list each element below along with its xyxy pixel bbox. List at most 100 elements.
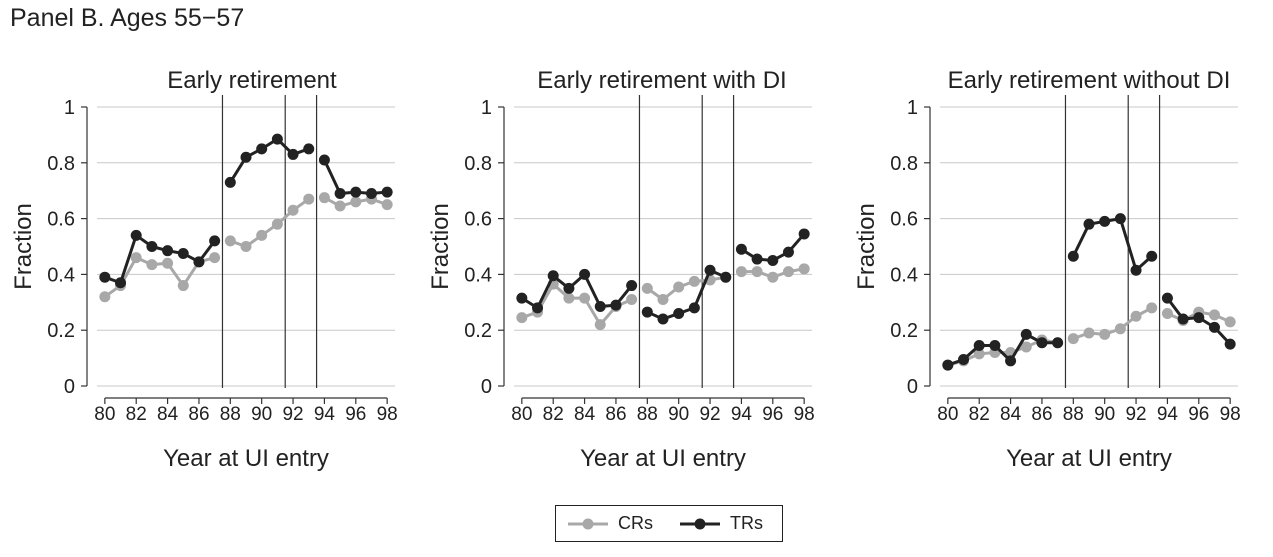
x-axis-label: Year at UI entry bbox=[1006, 445, 1172, 472]
x-tick-label: 82 bbox=[543, 404, 564, 425]
panel-title: Panel B. Ages 55−57 bbox=[10, 4, 245, 32]
crs-point bbox=[657, 294, 669, 306]
crs-point bbox=[1099, 328, 1111, 340]
trs-point bbox=[318, 154, 330, 166]
legend-crs-label: CRs bbox=[618, 513, 653, 533]
crs-point bbox=[516, 312, 528, 324]
trs-point bbox=[1020, 328, 1032, 340]
trs-point bbox=[1067, 250, 1079, 262]
x-tick-label: 84 bbox=[574, 404, 596, 425]
trs-point bbox=[626, 280, 638, 292]
crs-point bbox=[751, 266, 763, 278]
trs-point bbox=[256, 143, 268, 155]
y-tick-label: 1 bbox=[907, 97, 918, 119]
crs-point bbox=[1130, 310, 1142, 322]
trs-point bbox=[146, 241, 158, 252]
crs-point bbox=[782, 266, 794, 278]
crs-point bbox=[641, 282, 653, 294]
crs-point bbox=[146, 259, 158, 271]
y-tick-label: 1 bbox=[64, 97, 75, 119]
x-tick-label: 90 bbox=[668, 404, 689, 425]
legend-trs-marker bbox=[694, 518, 706, 530]
x-tick-label: 82 bbox=[126, 404, 147, 425]
x-tick-label: 94 bbox=[731, 404, 753, 425]
x-tick-label: 98 bbox=[377, 404, 398, 425]
y-tick-label: 1 bbox=[481, 97, 492, 119]
y-tick-label: 0.4 bbox=[890, 264, 918, 286]
crs-point bbox=[594, 319, 606, 331]
crs-point bbox=[209, 252, 221, 264]
crs-point bbox=[1083, 327, 1095, 339]
chart-title: Early retirement with DI bbox=[537, 67, 786, 94]
x-tick-label: 94 bbox=[314, 404, 336, 425]
trs-point bbox=[1114, 213, 1126, 225]
trs-point bbox=[1099, 215, 1111, 227]
x-tick-label: 96 bbox=[762, 404, 783, 425]
x-tick-label: 92 bbox=[282, 404, 303, 425]
trs-point bbox=[958, 353, 970, 365]
crs-point bbox=[1208, 309, 1220, 321]
y-tick-label: 0 bbox=[907, 376, 918, 398]
crs-point bbox=[563, 292, 575, 304]
crs-point bbox=[688, 275, 700, 287]
legend: CRs TRs bbox=[555, 505, 783, 542]
trs-point bbox=[99, 271, 111, 283]
legend-crs-marker bbox=[582, 518, 594, 530]
trs-point bbox=[657, 313, 669, 325]
x-axis-label: Year at UI entry bbox=[580, 445, 746, 472]
y-axis-label: Fraction bbox=[853, 203, 880, 290]
crs-point bbox=[162, 257, 174, 269]
crs-point bbox=[271, 218, 283, 230]
crs-point bbox=[224, 235, 236, 247]
x-tick-label: 80 bbox=[937, 404, 958, 425]
x-tick-label: 84 bbox=[157, 404, 179, 425]
crs-point bbox=[334, 200, 346, 212]
crs-point bbox=[130, 252, 142, 264]
trs-point bbox=[1161, 292, 1173, 304]
trs-point bbox=[1177, 313, 1189, 325]
trs-point bbox=[1193, 312, 1205, 324]
x-axis-label: Year at UI entry bbox=[163, 445, 329, 472]
crs-point bbox=[381, 199, 393, 211]
crs-point bbox=[626, 294, 638, 306]
trs-point bbox=[989, 340, 1001, 352]
crs-series-line bbox=[229, 197, 310, 248]
trs-point bbox=[704, 264, 716, 276]
trs-point bbox=[130, 229, 142, 241]
x-tick-label: 94 bbox=[1157, 404, 1179, 425]
trs-point bbox=[563, 282, 575, 294]
crs-point bbox=[1161, 307, 1173, 319]
y-tick-label: 0 bbox=[481, 376, 492, 398]
y-tick-label: 0.6 bbox=[47, 209, 75, 231]
x-tick-label: 80 bbox=[94, 404, 115, 425]
trs-point bbox=[162, 245, 174, 257]
chart-3 bbox=[924, 95, 1238, 404]
trs-point bbox=[193, 256, 205, 268]
trs-point bbox=[782, 246, 794, 258]
y-tick-label: 0.4 bbox=[464, 264, 492, 286]
trs-point bbox=[532, 302, 544, 314]
trs-point bbox=[547, 270, 559, 282]
trs-point bbox=[641, 306, 653, 318]
y-tick-label: 0.8 bbox=[464, 153, 492, 175]
trs-point bbox=[209, 235, 221, 247]
trs-point bbox=[735, 243, 747, 255]
crs-point bbox=[1224, 316, 1236, 328]
trs-point bbox=[942, 359, 954, 371]
chart-title: Early retirement without DI bbox=[948, 67, 1231, 94]
crs-point bbox=[973, 348, 985, 360]
trs-point bbox=[271, 133, 283, 145]
trs-point bbox=[767, 254, 779, 266]
legend-trs-label: TRs bbox=[730, 513, 763, 533]
trs-point bbox=[334, 187, 346, 199]
trs-point bbox=[224, 176, 236, 188]
x-tick-label: 88 bbox=[220, 404, 241, 425]
x-tick-label: 92 bbox=[1125, 404, 1146, 425]
trs-point bbox=[1052, 337, 1064, 349]
crs-point bbox=[735, 266, 747, 278]
legend-marks bbox=[568, 518, 720, 530]
x-tick-label: 86 bbox=[605, 404, 626, 425]
y-tick-label: 0.4 bbox=[47, 264, 75, 286]
trs-point bbox=[516, 292, 528, 304]
chart-1 bbox=[81, 95, 395, 404]
